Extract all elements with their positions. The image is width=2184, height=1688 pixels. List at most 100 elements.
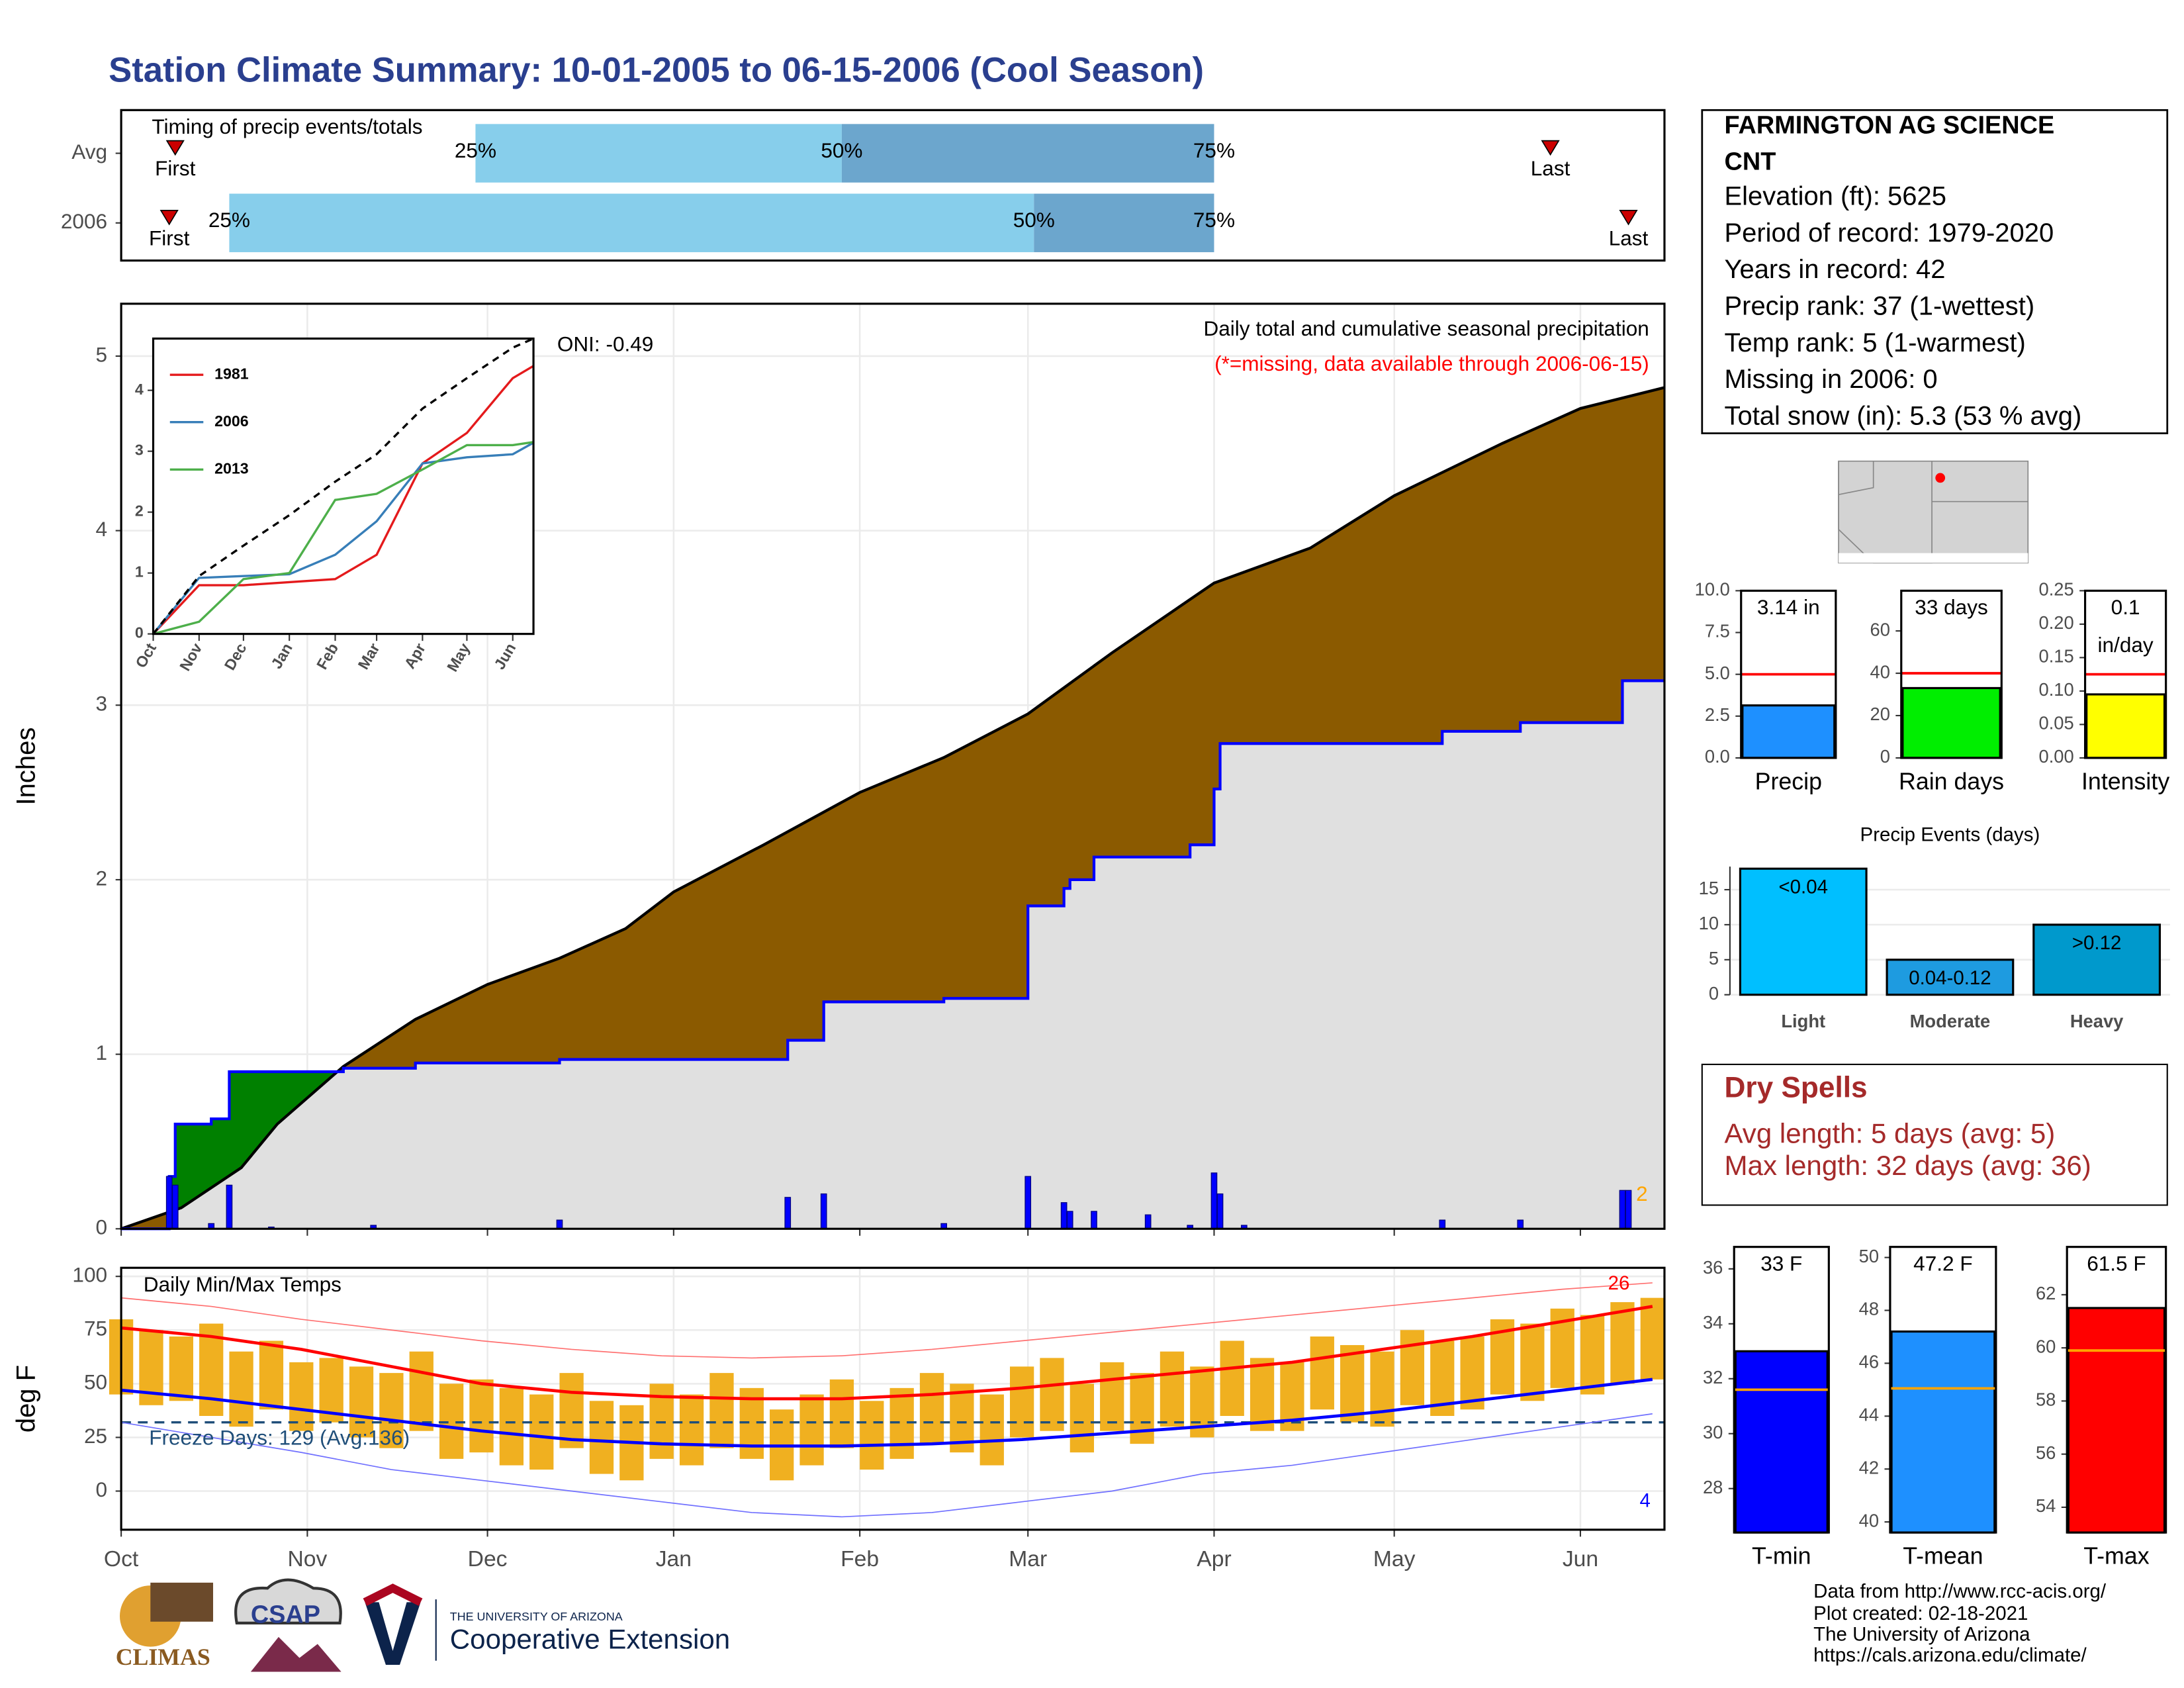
station-box: [1701, 109, 2169, 434]
gauge-frame: [2083, 589, 2167, 759]
y-tick-label: 30: [1703, 1422, 1723, 1442]
daily-temp-bar: [860, 1401, 884, 1470]
y-tick-label: 0.20: [2039, 612, 2074, 633]
daily-temp-bar: [349, 1366, 374, 1438]
station-location: [1935, 473, 1946, 483]
credit-line: https://cals.arizona.edu/climate/: [1813, 1644, 2087, 1666]
oni-label: ONI: -0.49: [557, 332, 654, 355]
gauge-frame: [2066, 1246, 2167, 1534]
daily-temp-bar: [919, 1373, 944, 1444]
daily-temp-bar: [469, 1379, 494, 1453]
ua-logo: [365, 1602, 421, 1665]
logos: CLIMAS CSAP THE UNIVERSITY OF ARIZONA Co…: [116, 1578, 730, 1672]
daily-precip-bar: [556, 1219, 563, 1229]
station-line: Precip rank: 37 (1-wettest): [1724, 292, 2034, 321]
daily-precip-bar: [1060, 1202, 1068, 1229]
y-tick-label: 44: [1859, 1405, 1879, 1425]
credit-line: The University of Arizona: [1813, 1624, 2030, 1646]
logo-text: Cooperative Extension: [450, 1623, 730, 1654]
daily-temp-bar: [259, 1340, 284, 1410]
daily-precip-bar: [1144, 1214, 1152, 1229]
y-tick-label: 40: [1859, 1510, 1879, 1530]
quartile-bar: [229, 193, 1034, 252]
value-label: 33 F: [1760, 1251, 1802, 1275]
station-line: Elevation (ft): 5625: [1724, 181, 1946, 211]
y-tick-label: 0: [135, 624, 144, 641]
y-tick-label: 42: [1859, 1457, 1879, 1477]
daily-temp-bar: [1310, 1336, 1334, 1410]
daily-temp-bar: [829, 1379, 854, 1448]
daily-temp-bar: [1640, 1297, 1664, 1380]
daily-temp-bar: [1220, 1340, 1244, 1416]
bar: [1890, 1330, 1996, 1534]
daily-temp-bar: [1370, 1351, 1394, 1427]
station-line: Total snow (in): 5.3 (53 % avg): [1724, 402, 2081, 431]
daily-temp-bar: [1160, 1351, 1185, 1427]
plot-frame: [120, 303, 1666, 1230]
y-tick-label: 4: [135, 381, 144, 398]
daily-precip-bar: [1091, 1211, 1097, 1229]
y-tick-label: 4: [96, 517, 108, 541]
y-tick-label: 46: [1859, 1352, 1879, 1372]
quartile-bar: [1034, 193, 1214, 252]
y-tick-label: 1: [135, 563, 144, 581]
dry-spells-line: Max length: 32 days (avg: 36): [1724, 1150, 2091, 1181]
category-label: T-max: [2083, 1542, 2149, 1569]
daily-temp-bar: [169, 1336, 193, 1401]
x-tick-label: Oct: [104, 1547, 139, 1571]
y-axis-title: deg F: [12, 1365, 41, 1432]
daily-temp-bar: [529, 1394, 554, 1470]
value-label: 47.2 F: [1913, 1251, 1972, 1275]
daily-precip-bar: [1439, 1219, 1446, 1229]
legend-label: 1981: [214, 365, 249, 382]
quartile-label: 25%: [455, 138, 496, 162]
category-label: T-mean: [1903, 1542, 1983, 1569]
record-low-count: 4: [1640, 1490, 1651, 1512]
daily-temp-bar: [1340, 1344, 1365, 1423]
area-observed: [121, 680, 1664, 1229]
event-label: First: [149, 226, 190, 250]
daily-temp-bar: [409, 1351, 433, 1431]
dry-spells-title: Dry Spells: [1724, 1072, 1867, 1104]
category-label: Light: [1781, 1011, 1825, 1031]
daily-temp-bar: [499, 1387, 524, 1466]
dry-spells-box: [1701, 1063, 2168, 1206]
y-tick-label: 100: [72, 1263, 107, 1287]
y-tick-label: 28: [1703, 1477, 1723, 1497]
series-line: [121, 1282, 1653, 1359]
freeze-label: Freeze Days: 129 (Avg:136): [149, 1425, 410, 1449]
quartile-label: 75%: [1193, 208, 1235, 232]
category-label: Rain days: [1899, 768, 2004, 794]
bar: [2085, 693, 2166, 759]
daily-temp-bar: [799, 1394, 824, 1466]
plot-frame: [120, 1266, 1666, 1531]
series-line: [153, 441, 534, 635]
panel-title: Timing of precip events/totals: [152, 115, 422, 138]
map-background: [1838, 460, 2029, 564]
series-line: [120, 1305, 1653, 1401]
event-marker: [1619, 209, 1638, 226]
daily-precip-bar: [226, 1184, 233, 1229]
y-tick-label: 58: [2036, 1389, 2056, 1410]
y-tick-label: 1: [96, 1041, 108, 1064]
daily-temp-bar: [1100, 1362, 1124, 1431]
y-tick-label: 60: [2036, 1336, 2056, 1356]
y-tick-label: 48: [1859, 1299, 1879, 1319]
y-tick-label: 50: [1859, 1246, 1879, 1266]
category-label: Moderate: [1910, 1011, 1991, 1031]
x-tick-label: Mar: [1009, 1547, 1047, 1571]
daily-precip-bar: [1625, 1190, 1632, 1229]
quartile-label: 25%: [208, 208, 250, 232]
series-line: [120, 1378, 1653, 1448]
inset-frame: [152, 337, 535, 635]
quartile-label: 50%: [821, 138, 862, 162]
station-line: Period of record: 1979-2020: [1724, 218, 2054, 248]
y-tick-label: 5: [1709, 948, 1719, 968]
y-tick-label: 50: [84, 1370, 107, 1394]
daily-temp-bar: [379, 1373, 404, 1448]
legend-label: 2013: [214, 459, 249, 477]
bar-label: >0.12: [2072, 932, 2122, 954]
y-tick-label: 0: [1880, 746, 1890, 767]
y-tick-label: 5: [96, 342, 108, 366]
